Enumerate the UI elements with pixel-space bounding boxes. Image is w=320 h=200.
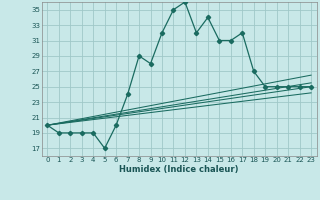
X-axis label: Humidex (Indice chaleur): Humidex (Indice chaleur) <box>119 165 239 174</box>
